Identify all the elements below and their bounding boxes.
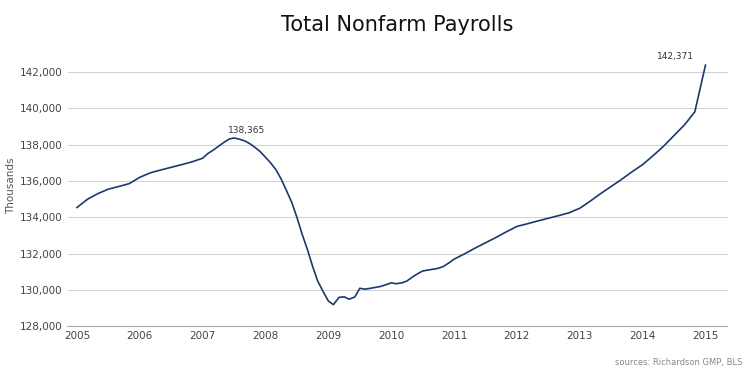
Title: Total Nonfarm Payrolls: Total Nonfarm Payrolls — [281, 14, 514, 35]
Text: 138,365: 138,365 — [228, 126, 265, 135]
Text: sources: Richardson GMP, BLS: sources: Richardson GMP, BLS — [615, 358, 742, 367]
Y-axis label: Thousands: Thousands — [6, 157, 16, 214]
Text: 142,371: 142,371 — [657, 52, 694, 61]
